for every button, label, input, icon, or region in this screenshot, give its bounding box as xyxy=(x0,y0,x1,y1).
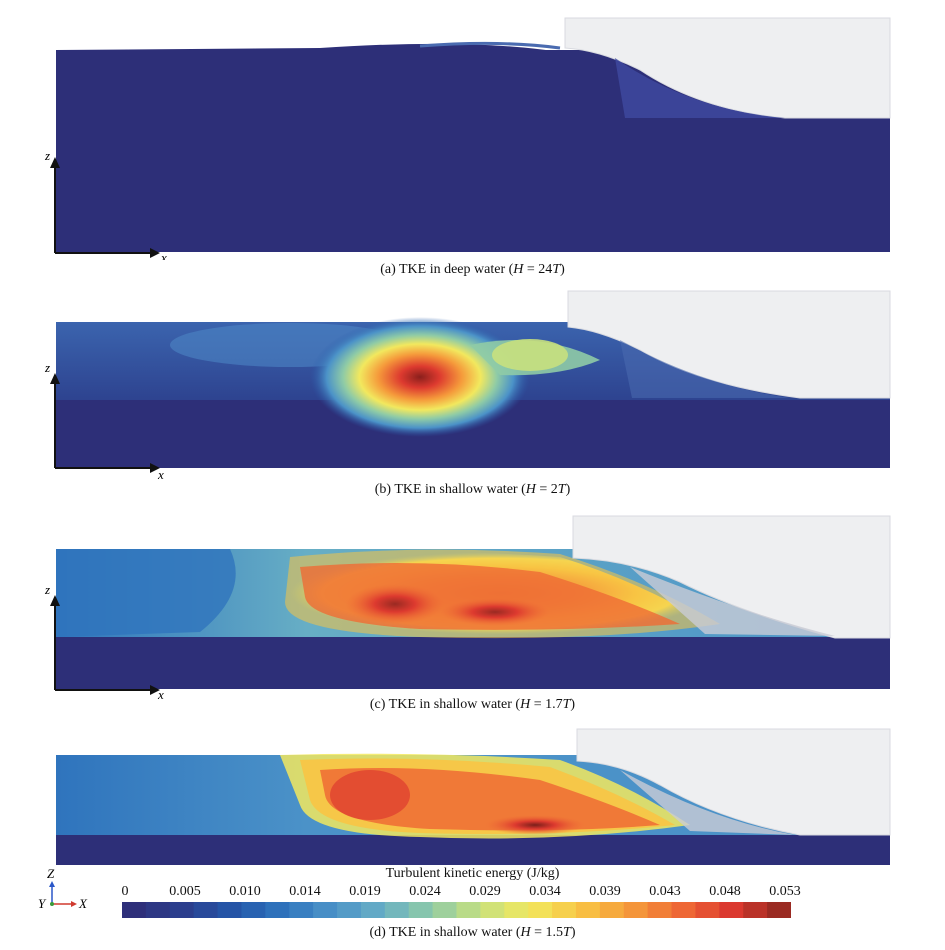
colorbar-band xyxy=(313,902,338,918)
colorbar-tick-label: 0.019 xyxy=(349,884,381,899)
colorbar-tick-label: 0.043 xyxy=(649,884,681,899)
colorbar-band xyxy=(623,902,649,918)
colorbar-tick-label: 0.024 xyxy=(409,884,441,899)
panel-d-caption: (d) TKE in shallow water (H = 1.5T) xyxy=(369,925,576,940)
colorbar-band xyxy=(456,902,481,918)
panel-a-caption: (a) TKE in deep water (H = 24T) xyxy=(380,262,565,277)
panel-a-x-label: x xyxy=(160,250,167,260)
colorbar-band xyxy=(193,902,219,918)
panel-c-plot: x z xyxy=(44,515,891,702)
colorbar-band xyxy=(695,902,720,918)
colorbar-band xyxy=(504,902,529,918)
colorbar-band xyxy=(552,902,577,918)
colorbar-band xyxy=(241,902,266,918)
panel-d-hull xyxy=(576,728,891,836)
panel-a-z-label: z xyxy=(44,148,50,163)
colorbar-band xyxy=(289,902,314,918)
panel-a-hull xyxy=(564,17,891,119)
colorbar-band xyxy=(265,902,290,918)
colorbar-band xyxy=(719,902,744,918)
panel-c-x-label: x xyxy=(157,687,164,702)
colorbar-title: Turbulent kinetic energy (J/kg) xyxy=(385,866,560,881)
colorbar-tick-label: 0.005 xyxy=(169,884,201,899)
colorbar-band xyxy=(169,902,195,918)
colorbar-band xyxy=(480,902,505,918)
panel-a-plot: x z xyxy=(44,17,891,260)
panel-d-plot xyxy=(56,728,891,865)
triad-x-label: X xyxy=(78,896,88,911)
colorbar-band xyxy=(671,902,697,918)
colorbar-band xyxy=(217,902,243,918)
panel-b-caption: (b) TKE in shallow water (H = 2T) xyxy=(374,482,571,497)
panel-b-z-label: z xyxy=(44,360,50,375)
colorbar-tick-label: 0.039 xyxy=(589,884,621,899)
axis-triad: Z Y X xyxy=(36,866,96,916)
colorbar-band xyxy=(528,902,553,918)
colorbar-band xyxy=(647,902,673,918)
panel-c-z-label: z xyxy=(44,582,50,597)
triad-z-label: Z xyxy=(47,866,55,881)
colorbar-tick-label: 0.014 xyxy=(289,884,321,899)
colorbar-band xyxy=(575,902,601,918)
colorbar-band xyxy=(432,902,458,918)
colorbar-band xyxy=(408,902,434,918)
colorbar-band xyxy=(599,902,625,918)
colorbar-band xyxy=(360,902,386,918)
panel-c-caption: (c) TKE in shallow water (H = 1.7T) xyxy=(369,697,576,712)
colorbar-tick-label: 0 xyxy=(121,884,129,899)
colorbar-tick-label: 0.048 xyxy=(709,884,741,899)
panel-b-plot: x z xyxy=(44,290,891,482)
colorbar xyxy=(122,902,791,918)
colorbar-band xyxy=(743,902,768,918)
colorbar-tick-label: 0.029 xyxy=(469,884,501,899)
colorbar-tick-label: 0.053 xyxy=(769,884,801,899)
colorbar-band xyxy=(337,902,362,918)
colorbar-tick-label: 0.034 xyxy=(529,884,561,899)
colorbar-band xyxy=(767,902,791,918)
triad-y-label: Y xyxy=(38,896,47,911)
colorbar-band xyxy=(122,902,147,918)
colorbar-band xyxy=(384,902,410,918)
colorbar-tick-label: 0.010 xyxy=(229,884,261,899)
panel-b-x-label: x xyxy=(157,467,164,482)
colorbar-band xyxy=(145,902,171,918)
